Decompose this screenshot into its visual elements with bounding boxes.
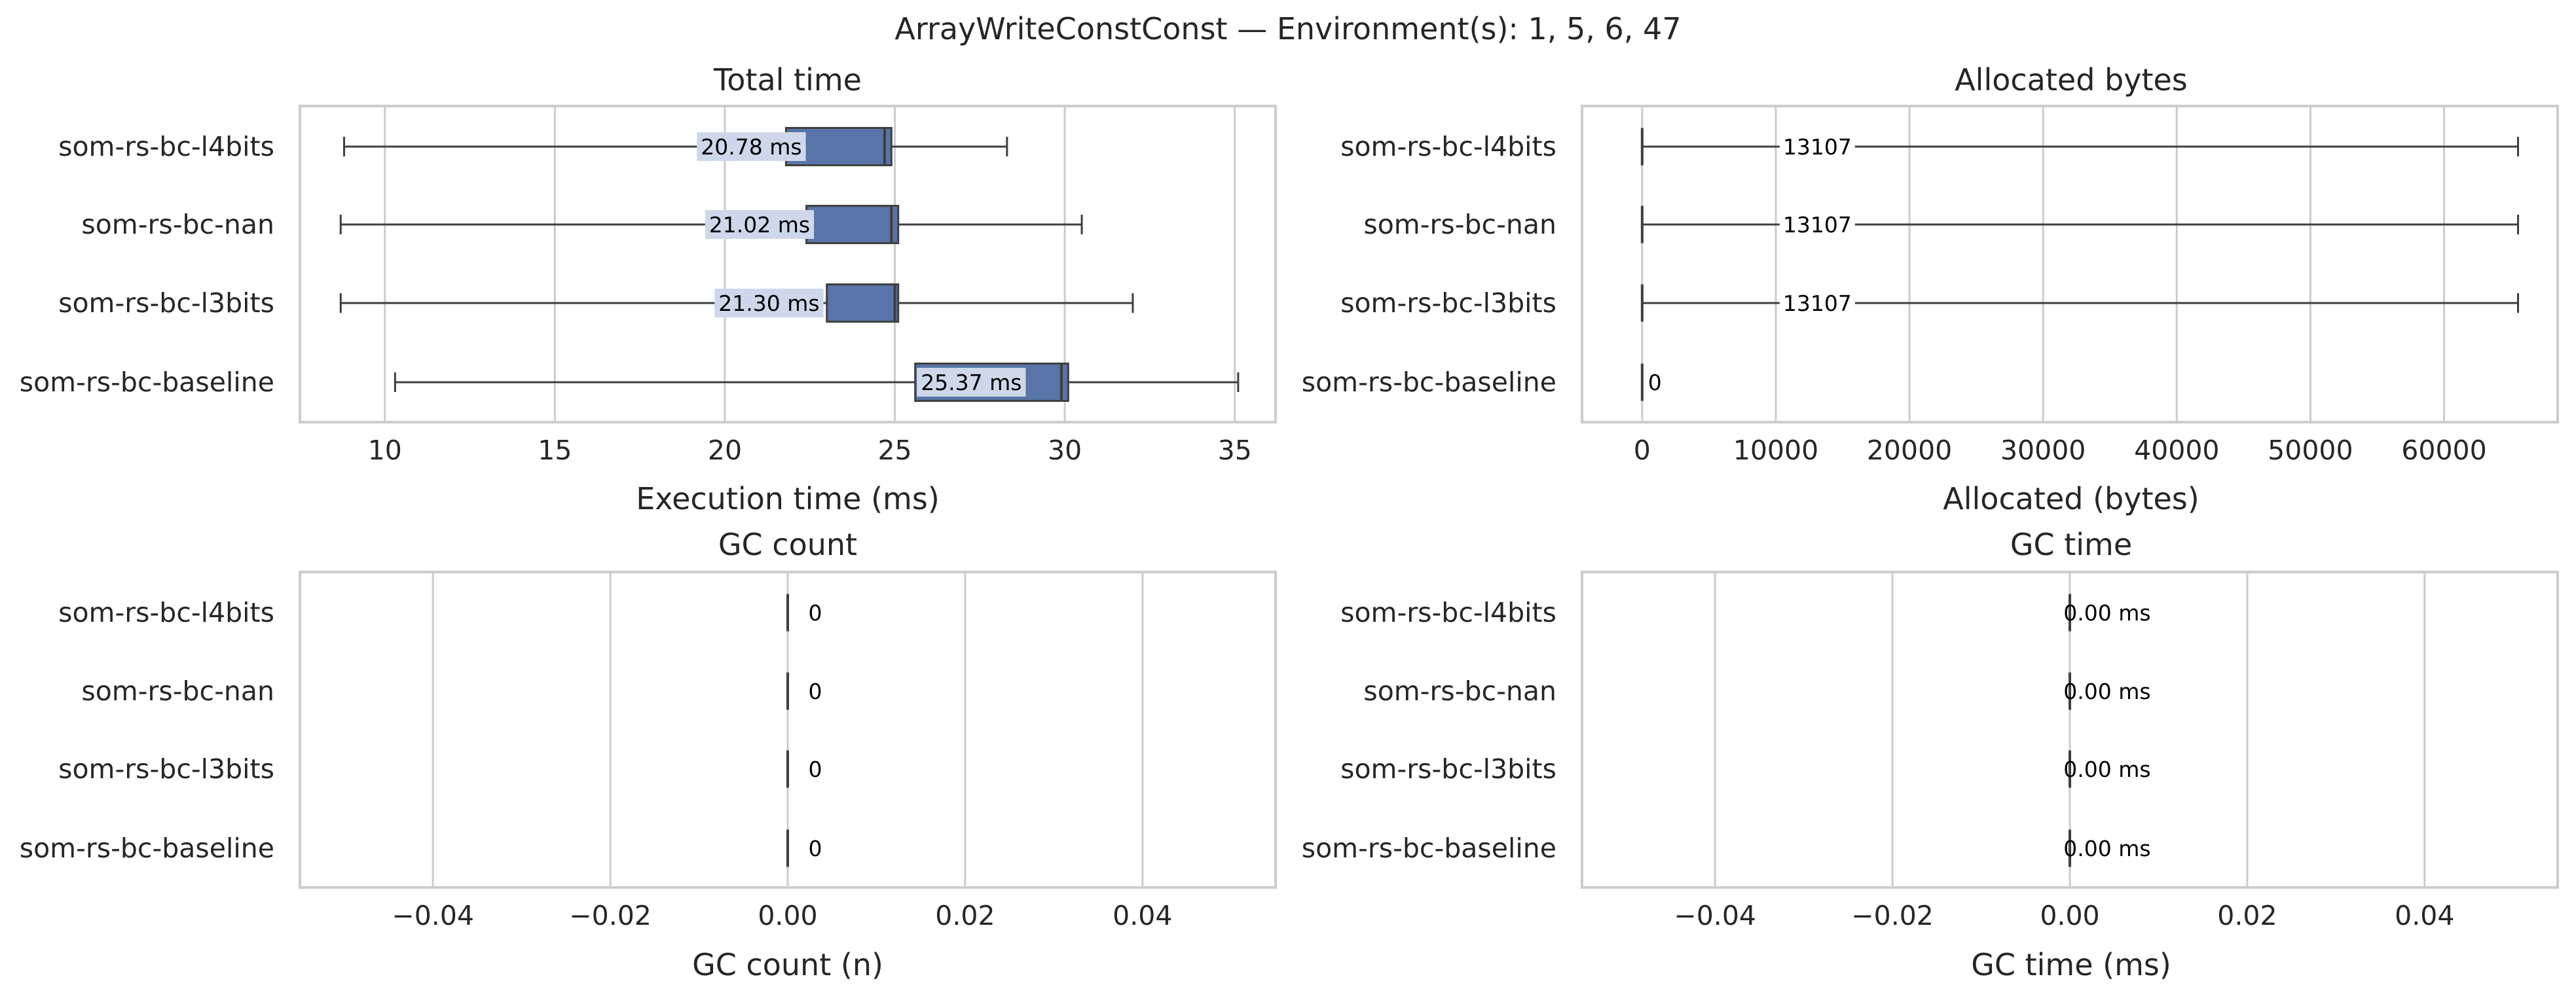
- x-tick-label: 10: [368, 435, 402, 466]
- plot-frame: [1581, 571, 2559, 889]
- value-label: 0: [808, 757, 822, 782]
- category-label: som-rs-bc-nan: [81, 675, 274, 707]
- value-label-bg: [1779, 134, 1855, 160]
- category-label: som-rs-bc-nan: [1363, 209, 1556, 240]
- box-plot: 21.30 ms: [339, 283, 1134, 323]
- x-tick-label: 0.00: [2040, 900, 2099, 931]
- x-axis-label: GC count (n): [692, 947, 883, 982]
- value-label: 0: [1648, 370, 1662, 395]
- box-plot: 0.00 ms: [2063, 594, 2151, 632]
- x-tick-label: 0: [1634, 435, 1651, 466]
- x-tick-label: 15: [538, 435, 572, 466]
- x-axis-label: Execution time (ms): [636, 481, 940, 516]
- iqr-box: [826, 283, 900, 323]
- x-tick-label: 20: [708, 435, 742, 466]
- x-tick-label: 30: [1048, 435, 1082, 466]
- panel-title: GC count: [718, 527, 857, 562]
- category-label: som-rs-bc-nan: [1363, 675, 1556, 707]
- panel-title: Allocated bytes: [1955, 62, 2188, 98]
- box-plot: 25.37 ms: [394, 363, 1240, 402]
- category-label: som-rs-bc-l3bits: [1340, 287, 1556, 319]
- value-label-bg: [714, 289, 824, 317]
- plot-frame: [299, 105, 1277, 423]
- box-plot: 13107: [1640, 128, 2520, 166]
- value-label-bg: [697, 132, 806, 161]
- category-label: som-rs-bc-baseline: [1302, 367, 1556, 398]
- figure-suptitle: ArrayWriteConstConst — Environment(s): 1…: [894, 11, 1681, 46]
- x-tick-label: 20000: [1867, 435, 1952, 466]
- iqr-box: [805, 205, 900, 244]
- box-plot: 0: [786, 829, 822, 867]
- x-tick-label: −0.04: [392, 900, 474, 931]
- value-label: 13107: [1783, 212, 1852, 238]
- x-tick-label: 25: [877, 435, 911, 466]
- value-label-bg: [1779, 290, 1855, 316]
- category-label: som-rs-bc-l3bits: [58, 753, 274, 785]
- category-label: som-rs-bc-l4bits: [1340, 131, 1556, 162]
- value-label: 0: [808, 600, 822, 626]
- box-plot: 13107: [1640, 206, 2520, 243]
- x-tick-label: 50000: [2268, 435, 2353, 466]
- value-label: 0.00 ms: [2063, 600, 2150, 626]
- value-label: 0.00 ms: [2063, 836, 2150, 861]
- panel-gc-time: GC time 0.00 ms 0.00 ms 0.00 ms 0.00 ms −0.…: [1302, 527, 2559, 982]
- box-plot: 0: [1640, 363, 1662, 401]
- value-label: 13107: [1783, 134, 1852, 160]
- box-plot: 0.00 ms: [2063, 829, 2151, 867]
- x-tick-label: 0.02: [2217, 900, 2277, 931]
- category-label: som-rs-bc-l4bits: [58, 597, 274, 628]
- value-label: 25.37 ms: [921, 370, 1021, 395]
- category-label: som-rs-bc-l3bits: [58, 287, 274, 319]
- box-plot: 20.78 ms: [342, 127, 1008, 166]
- value-label-bg: [705, 210, 815, 239]
- box-plot: 21.02 ms: [339, 205, 1083, 244]
- value-label: 0.00 ms: [2063, 757, 2150, 782]
- x-tick-label: −0.04: [1674, 900, 1756, 931]
- panel-title: Total time: [713, 62, 862, 98]
- x-tick-label: 40000: [2134, 435, 2219, 466]
- x-tick-label: 0.00: [758, 900, 817, 931]
- plot-frame: [1581, 105, 2559, 423]
- panel-total-time: Total time 20.78 ms 21.02 ms 21.30 ms 25.37…: [20, 62, 1277, 516]
- x-tick-label: 0.02: [935, 900, 995, 931]
- x-axis-label: Allocated (bytes): [1943, 481, 2199, 516]
- value-label: 0: [808, 836, 822, 861]
- x-axis-label: GC time (ms): [1971, 947, 2171, 982]
- x-tick-label: 10000: [1733, 435, 1818, 466]
- category-label: som-rs-bc-l4bits: [58, 131, 274, 162]
- value-label: 13107: [1783, 291, 1852, 316]
- box-plot: 0: [786, 672, 822, 710]
- value-label: 20.78 ms: [701, 134, 801, 160]
- category-label: som-rs-bc-baseline: [1302, 833, 1556, 864]
- box-plot: 0.00 ms: [2063, 672, 2151, 710]
- category-label: som-rs-bc-l3bits: [1340, 753, 1556, 785]
- category-label: som-rs-bc-baseline: [20, 367, 274, 398]
- panel-allocated-bytes: Allocated bytes 13107 13107 13107 0 0 10000 2…: [1302, 62, 2559, 516]
- x-tick-label: −0.02: [1851, 900, 1934, 931]
- box-plot: 0: [786, 750, 822, 788]
- panel-title: GC time: [2010, 527, 2132, 562]
- category-label: som-rs-bc-nan: [81, 209, 274, 240]
- x-tick-label: 35: [1218, 435, 1252, 466]
- x-tick-label: −0.02: [569, 900, 652, 931]
- box-plot: 0: [786, 594, 822, 632]
- value-label: 21.02 ms: [709, 212, 810, 238]
- plot-frame: [299, 571, 1277, 889]
- value-label: 0.00 ms: [2063, 679, 2150, 704]
- box-plot: 13107: [1640, 284, 2520, 322]
- x-tick-label: 0.04: [2395, 900, 2454, 931]
- value-label: 21.30 ms: [718, 291, 819, 316]
- category-label: som-rs-bc-baseline: [20, 833, 274, 864]
- box-plot: 0.00 ms: [2063, 750, 2151, 788]
- value-label-bg: [917, 368, 1026, 397]
- value-label-bg: [1779, 211, 1855, 238]
- x-tick-label: 30000: [2000, 435, 2086, 466]
- panel-gc-count: GC count 0 0 0 0 −0.04 −0.02 0.00 0.02 0.04 som…: [20, 527, 1277, 982]
- value-label: 0: [808, 679, 822, 704]
- x-tick-label: 60000: [2401, 435, 2486, 466]
- category-label: som-rs-bc-l4bits: [1340, 597, 1556, 628]
- x-tick-label: 0.04: [1113, 900, 1172, 931]
